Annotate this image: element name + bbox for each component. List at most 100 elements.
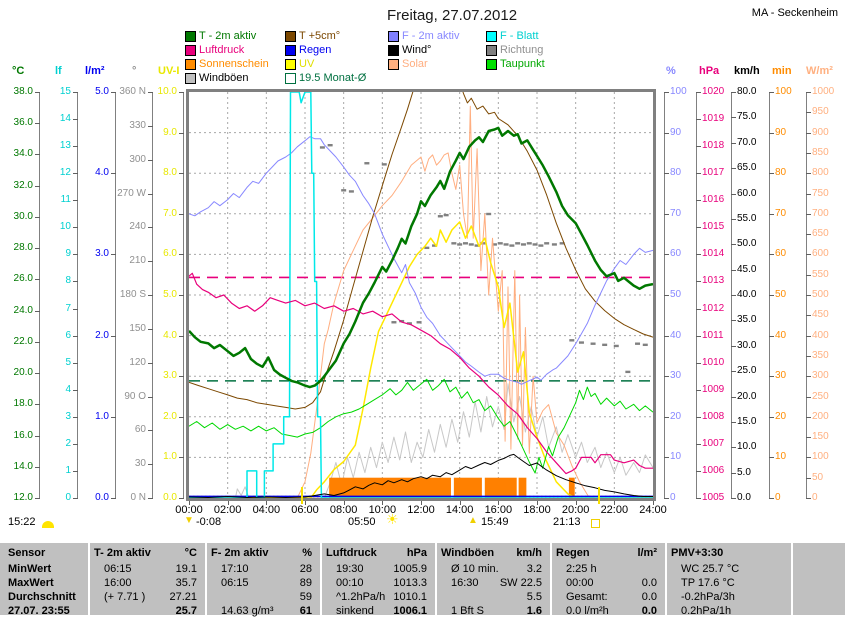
- table-background: [0, 543, 845, 615]
- table-cell-left: 00:10: [336, 577, 364, 589]
- wind-direction-marker: [497, 242, 503, 245]
- axis-tick-label: 12.0: [13, 492, 33, 503]
- axis-tick-label: 1010: [702, 357, 725, 368]
- x-axis-label: 22:00: [600, 504, 629, 516]
- table-col-unit: hPa: [406, 547, 427, 559]
- plot-border-right: [653, 89, 656, 501]
- axis-tick: [696, 200, 701, 201]
- sunshine-bar: [484, 477, 517, 498]
- table-col-unit: °C: [184, 547, 197, 559]
- table-cell-left: sinkend: [336, 605, 374, 617]
- table-col-unit: km/h: [516, 547, 542, 559]
- table-separator: [320, 543, 322, 615]
- moonrise-arrow-icon: ▲: [468, 515, 478, 526]
- axis-tick: [731, 422, 736, 423]
- wind-direction-marker: [520, 243, 526, 246]
- axis-tick-label: 14: [59, 113, 71, 124]
- sunshine-bar: [329, 477, 451, 498]
- sunshine-bar: [568, 477, 575, 498]
- axis-tick-label: 120: [129, 357, 146, 368]
- axis-tick-label: 500: [812, 289, 829, 300]
- series-f-blatt: [189, 92, 653, 498]
- axis-tick: [179, 498, 184, 499]
- wind-direction-marker: [432, 244, 438, 247]
- axis-tick-label: 65.0: [737, 162, 757, 173]
- x-axis-tick: [614, 501, 616, 505]
- axis-tick-label: 360 N: [119, 86, 146, 97]
- x-axis-label: 00:00: [175, 504, 203, 516]
- legend-swatch-icon: [388, 59, 399, 70]
- table-cell-left: 1 Bft S: [451, 605, 485, 617]
- table-cell-left: 2:25 h: [566, 563, 597, 575]
- table-separator: [791, 543, 793, 615]
- axis-tick: [731, 244, 736, 245]
- axis-tick: [806, 437, 811, 438]
- axis-tick: [696, 146, 701, 147]
- x-axis-tick: [227, 501, 229, 505]
- axis-tick-label: 150: [812, 431, 829, 442]
- axis-line: [696, 92, 697, 499]
- axis-unit-label: hPa: [699, 65, 720, 77]
- axis-tick-label: 1011: [702, 330, 724, 341]
- wind-direction-marker: [399, 319, 405, 323]
- axis-unit-label: min: [772, 65, 792, 77]
- axis-tick-label: 26.0: [13, 273, 33, 284]
- axis-tick-label: 5.0: [737, 467, 751, 478]
- axis-tick-label: 1006: [702, 465, 725, 476]
- page-title: Freitag, 27.07.2012: [386, 7, 518, 24]
- axis-tick-label: 38.0: [13, 86, 33, 97]
- x-axis-tick: [421, 501, 422, 505]
- axis-tick-label: 0: [670, 492, 676, 503]
- axis-tick: [148, 430, 153, 431]
- axis-tick-label: 20: [670, 411, 682, 422]
- axis-tick-label: 4: [65, 384, 71, 395]
- wind-direction-marker: [474, 244, 480, 247]
- axis-tick-label: 1: [65, 465, 71, 476]
- axis-tick-label: 0: [775, 492, 781, 503]
- table-separator: [550, 543, 552, 615]
- axis-tick: [73, 200, 78, 201]
- legend-item-label: Luftdruck: [199, 44, 245, 56]
- axis-tick-label: 40: [670, 330, 682, 341]
- table-cell-left: 16:30: [451, 577, 479, 589]
- axis-tick-label: 70: [670, 208, 682, 219]
- axis-tick: [148, 363, 153, 364]
- axis-tick: [696, 92, 701, 93]
- axis-tick: [806, 173, 811, 174]
- wind-direction-marker: [491, 243, 497, 246]
- wind-direction-marker: [642, 343, 648, 347]
- sun-mark-tick: [300, 487, 303, 504]
- legend-swatch-icon: [185, 59, 196, 70]
- legend-swatch-icon: [285, 73, 296, 84]
- wind-direction-marker: [515, 242, 521, 245]
- axis-tick-label: 180 S: [119, 289, 146, 300]
- x-axis-label: 02:00: [213, 504, 242, 516]
- moonset-time: -0:08: [196, 516, 222, 528]
- axis-tick-label: 4.0: [163, 330, 177, 341]
- axis-tick-label: 1000: [812, 86, 835, 97]
- table-cell-value: 1005.9: [393, 563, 427, 575]
- table-cell-value: 25.7: [175, 605, 197, 617]
- axis-tick-label: 6.0: [163, 248, 177, 259]
- axis-tick: [696, 336, 701, 337]
- legend-item-label: T - 2m aktiv: [199, 30, 257, 42]
- legend-item-solar: Solar: [388, 58, 498, 70]
- table-cell-left: 00:00: [566, 577, 594, 589]
- legend-item-richtung: Richtung: [486, 44, 596, 56]
- sunset-square-icon: [591, 519, 600, 528]
- table-cell-value: 59: [299, 591, 312, 603]
- axis-tick-label: 0.0: [737, 492, 751, 503]
- legend-item-label: Richtung: [500, 44, 544, 56]
- wind-direction-marker: [468, 243, 474, 246]
- axis-tick: [148, 227, 153, 228]
- axis-tick-label: 1005: [702, 492, 725, 503]
- axis-tick: [806, 194, 811, 195]
- axis-tick-label: 550: [812, 269, 829, 280]
- table-cell-value: 1013.3: [393, 577, 427, 589]
- axis-tick: [664, 498, 669, 499]
- axis-tick-label: 50: [670, 289, 682, 300]
- axis-tick: [696, 119, 701, 120]
- plot-border-top: [186, 89, 656, 92]
- axis-unit-label: W/m²: [806, 65, 833, 77]
- axis-tick-label: 11: [60, 194, 71, 205]
